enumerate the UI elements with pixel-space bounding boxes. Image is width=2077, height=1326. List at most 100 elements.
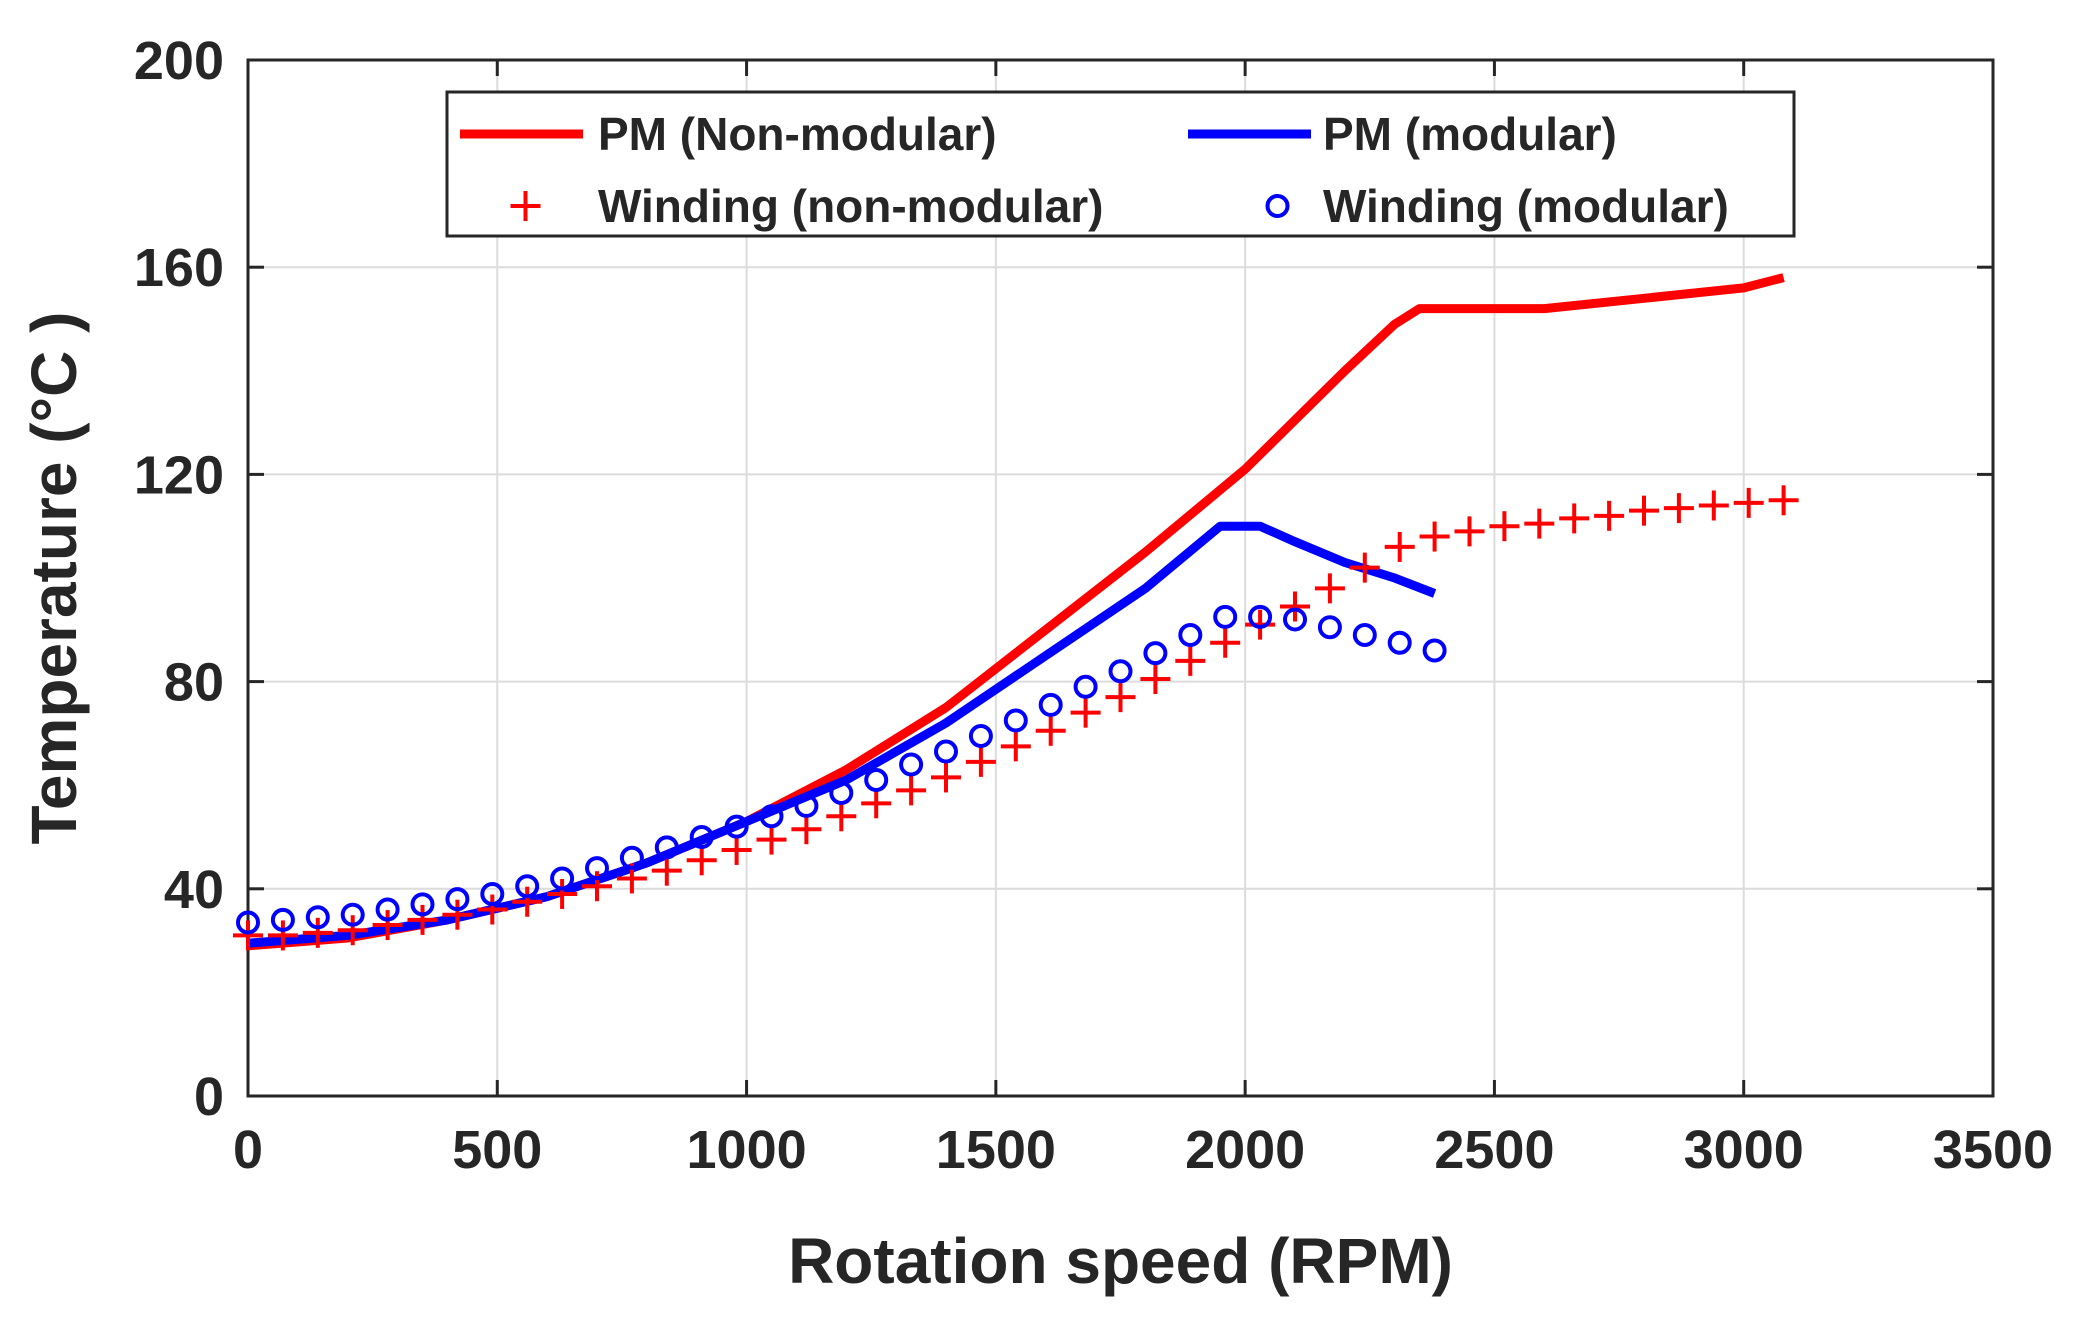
winding-non-modular-marker	[1454, 516, 1485, 547]
winding-non-modular-marker	[1524, 508, 1555, 539]
winding-non-modular-marker	[931, 762, 961, 793]
winding-non-modular-marker	[686, 845, 717, 876]
axis-ticks: 0 500 1000 1500 2000 2500 3000 3500 0 40 80 120 160 2…	[134, 31, 2053, 1180]
winding-modular-marker	[515, 874, 540, 899]
x-tick-label: 0	[233, 1120, 263, 1180]
data-series	[233, 273, 1799, 951]
winding-non-modular-marker	[1314, 573, 1345, 604]
x-tick-label: 1000	[687, 1120, 807, 1180]
winding-non-modular-marker	[861, 788, 892, 819]
winding-modular-marker	[759, 804, 784, 829]
winding-non-modular-marker	[896, 775, 927, 806]
winding-modular-marker	[305, 905, 330, 930]
winding-modular-marker	[236, 910, 260, 935]
winding-modular-marker	[1422, 638, 1447, 663]
winding-modular-marker	[340, 902, 365, 927]
winding-non-modular-marker	[1000, 731, 1031, 762]
legend-label-winding-non-modular: Winding (non-modular)	[598, 180, 1103, 232]
winding-non-modular-marker	[721, 834, 752, 865]
y-axis-label: Temperature (°C )	[18, 312, 90, 845]
winding-modular-marker	[1178, 622, 1203, 647]
legend-label-winding-modular: Winding (modular)	[1323, 180, 1729, 232]
winding-non-modular-marker	[651, 855, 682, 886]
winding-modular-marker	[689, 825, 714, 849]
winding-modular-marker	[829, 780, 854, 805]
winding-non-modular-marker	[512, 886, 543, 917]
legend-swatch-winding-non-modular	[510, 191, 541, 221]
winding-non-modular-marker	[1768, 485, 1799, 516]
winding-non-modular-marker	[267, 920, 298, 951]
winding-non-modular-marker	[756, 824, 787, 855]
winding-modular-marker	[1248, 604, 1273, 629]
legend: PM (Non-modular) PM (modular) Winding (non…	[445, 90, 1796, 238]
x-tick-label: 1500	[936, 1120, 1056, 1180]
winding-modular-marker	[1003, 708, 1028, 733]
y-tick-label: 40	[164, 860, 224, 920]
winding-modular-marker	[1387, 630, 1412, 655]
legend-box	[445, 90, 1796, 238]
winding-non-modular-marker	[1175, 645, 1206, 676]
y-tick-label: 200	[134, 31, 224, 91]
winding-non-modular-marker	[1489, 511, 1520, 542]
winding-modular-marker	[550, 866, 575, 891]
x-tick-label: 3000	[1684, 1120, 1804, 1180]
winding-modular-marker	[1038, 692, 1063, 717]
winding-modular-marker	[1283, 607, 1307, 632]
winding-modular-marker	[410, 892, 435, 917]
winding-non-modular-marker	[1245, 609, 1276, 640]
winding-non-modular-marker	[442, 899, 473, 930]
winding-non-modular-marker	[302, 917, 333, 948]
winding-non-modular-marker	[547, 878, 578, 909]
x-tick-label: 500	[452, 1120, 542, 1180]
winding-modular-marker	[1352, 622, 1377, 647]
winding-non-modular-marker	[1349, 552, 1380, 583]
y-tick-label: 0	[194, 1067, 224, 1127]
winding-modular-marker	[585, 856, 609, 881]
winding-non-modular-marker	[826, 801, 857, 832]
legend-swatch-winding-modular	[1265, 194, 1290, 218]
winding-non-modular-marker	[372, 910, 403, 941]
winding-modular-marker	[654, 835, 679, 860]
winding-non-modular-marker	[1698, 490, 1729, 521]
winding-non-modular-marker	[1035, 715, 1066, 746]
winding-non-modular-marker	[1733, 487, 1764, 518]
winding-non-modular-marker	[407, 904, 438, 935]
winding-non-modular-marker	[477, 894, 508, 925]
winding-non-modular-marker	[1140, 664, 1171, 695]
plot-area-frame	[246, 58, 1995, 1098]
winding-modular-marker	[724, 814, 749, 839]
x-tick-label: 2000	[1185, 1120, 1305, 1180]
legend-items: PM (Non-modular) PM (modular) Winding (non…	[460, 108, 1729, 232]
winding-non-modular-marker	[1105, 682, 1136, 713]
winding-modular-marker	[934, 739, 958, 764]
winding-non-modular-marker	[1419, 521, 1450, 552]
y-tick-label: 120	[134, 445, 224, 505]
winding-non-modular-marker	[1663, 493, 1694, 524]
x-tick-label: 3500	[1933, 1120, 2053, 1180]
winding-non-modular-marker	[1594, 500, 1625, 531]
winding-non-modular-marker	[1559, 503, 1590, 534]
winding-non-modular-marker	[1070, 697, 1101, 728]
winding-non-modular-marker	[337, 915, 368, 946]
y-tick-label: 80	[164, 653, 224, 713]
winding-modular-marker	[270, 907, 295, 932]
legend-label-pm-non-modular: PM (Non-modular)	[598, 108, 997, 160]
x-axis-label: Rotation speed (RPM)	[788, 1225, 1453, 1297]
legend-label-pm-modular: PM (modular)	[1323, 108, 1617, 160]
winding-non-modular-marker	[233, 920, 263, 951]
winding-modular-marker	[899, 752, 924, 777]
winding-non-modular-marker	[1384, 531, 1415, 562]
winding-modular-marker	[1317, 615, 1342, 640]
winding-modular-marker	[619, 845, 644, 870]
winding-modular-marker	[1213, 604, 1238, 629]
winding-modular-marker	[375, 897, 400, 922]
winding-modular-marker	[1108, 659, 1133, 684]
winding-modular-marker	[1073, 674, 1098, 699]
winding-modular-marker	[1143, 641, 1168, 666]
winding-modular-marker	[480, 881, 505, 906]
winding-modular-marker	[864, 768, 889, 793]
winding-modular-marker	[445, 887, 470, 912]
winding-non-modular-marker	[1629, 495, 1659, 526]
winding-non-modular-marker	[1210, 627, 1241, 658]
winding-modular-marker	[968, 723, 993, 748]
